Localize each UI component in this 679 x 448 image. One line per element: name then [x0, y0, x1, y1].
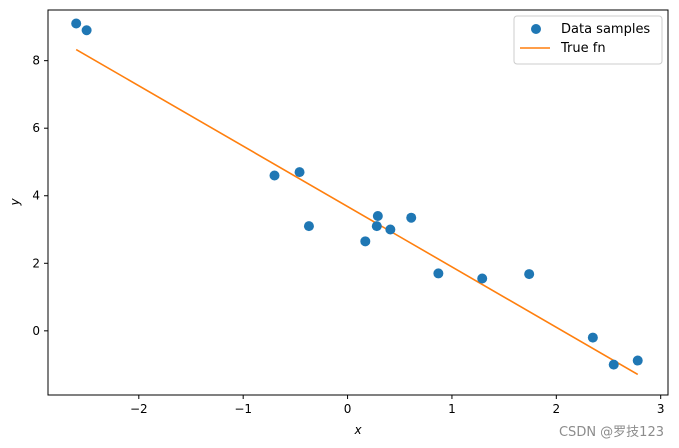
data-sample-point: [269, 170, 280, 181]
x-tick-label: −1: [234, 402, 252, 416]
data-sample-point: [406, 212, 417, 223]
data-sample-point: [608, 359, 619, 370]
legend: Data samples True fn: [513, 15, 663, 65]
x-tick-label: 2: [552, 402, 560, 416]
legend-frame: [513, 15, 663, 65]
data-sample-point: [587, 332, 598, 343]
data-sample-point: [81, 25, 92, 36]
data-sample-point: [372, 211, 383, 222]
data-sample-point: [371, 221, 382, 232]
data-sample-point: [433, 268, 444, 279]
data-sample-point: [294, 167, 305, 178]
legend-label-data-samples: Data samples: [561, 22, 650, 37]
y-tick-label: 0: [32, 324, 40, 338]
legend-marker-data-samples: [531, 24, 541, 34]
x-axis-ticks: −2 −1 0 1 2 3: [130, 395, 665, 416]
y-tick-label: 2: [32, 256, 40, 270]
data-sample-point: [477, 273, 488, 284]
data-sample-point: [303, 221, 314, 232]
data-samples-layer: [71, 18, 643, 370]
true-fn-line-layer: [75, 48, 639, 376]
x-tick-label: 1: [448, 402, 456, 416]
y-tick-label: 8: [32, 54, 40, 68]
watermark: CSDN @罗技123: [559, 425, 664, 440]
data-sample-point: [632, 355, 643, 366]
x-axis-label: x: [353, 423, 362, 437]
data-sample-point: [71, 18, 82, 29]
y-tick-label: 6: [32, 121, 40, 135]
x-tick-label: 3: [657, 402, 665, 416]
true-fn-line: [75, 48, 639, 376]
x-tick-label: −2: [130, 402, 148, 416]
y-axis-label: y: [8, 198, 22, 207]
data-sample-point: [524, 269, 535, 280]
legend-label-true-fn: True fn: [560, 41, 606, 56]
data-sample-point: [360, 236, 371, 247]
y-tick-label: 4: [32, 189, 40, 203]
plot-area: [47, 9, 669, 396]
data-sample-point: [385, 224, 396, 235]
x-tick-label: 0: [344, 402, 352, 416]
y-axis-ticks: 0 2 4 6 8: [32, 54, 48, 338]
